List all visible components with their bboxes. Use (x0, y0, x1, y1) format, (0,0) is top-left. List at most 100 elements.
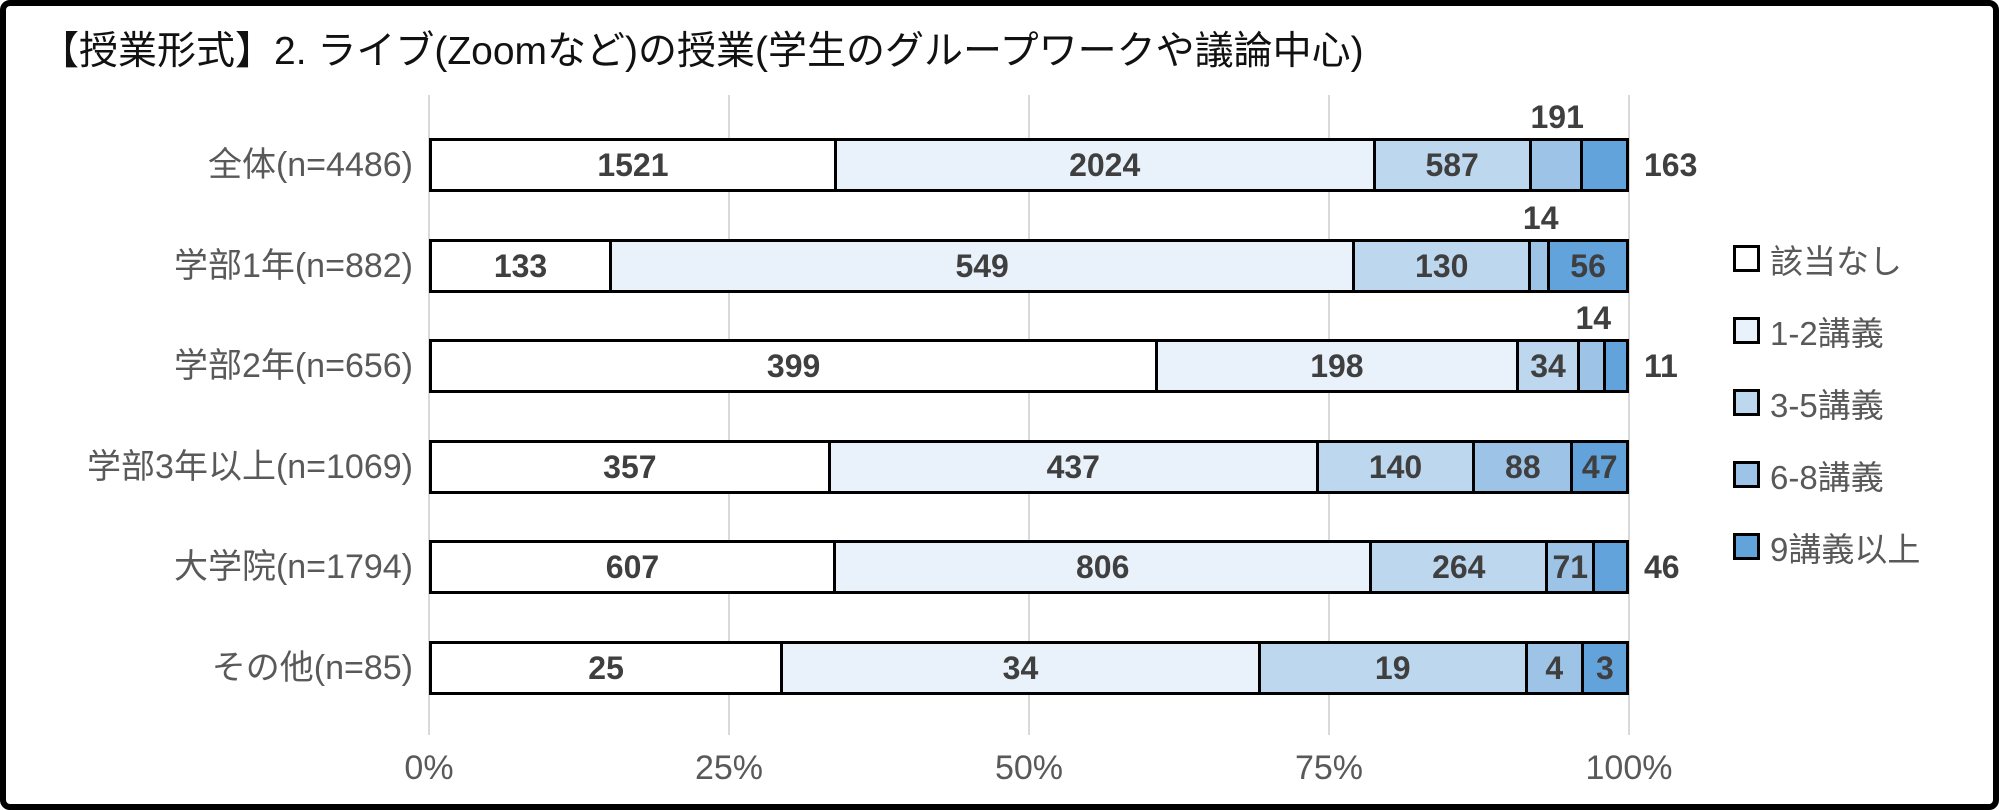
value-label: 806 (1076, 549, 1130, 585)
value-label: 88 (1505, 449, 1541, 485)
value-label-above: 14 (1522, 200, 1559, 236)
gridline-0pct (428, 95, 430, 735)
value-label: 71 (1552, 549, 1589, 585)
segment-series1-row3: 437 (830, 443, 1319, 491)
value-label-outside: 46 (1644, 549, 1680, 585)
legend-item-0: 該当なし (1733, 243, 1920, 280)
value-label-above: 14 (1575, 300, 1612, 336)
value-label: 1521 (597, 147, 669, 183)
gridline-100pct (1628, 95, 1630, 735)
value-label: 549 (955, 248, 1009, 284)
segment-series3-row3: 88 (1475, 443, 1574, 491)
legend-label-4: 9講義以上 (1770, 530, 1921, 568)
category-label: 学部2年(n=656) (173, 347, 413, 385)
segment-series2-row3: 140 (1318, 443, 1476, 491)
plot-area: 0% 25% 50% 75% 100% 1521 2024 587 191 163 133 549 13… (404, 95, 1697, 787)
value-label: 25 (588, 650, 624, 686)
legend-swatch-3 (1733, 461, 1760, 488)
segment-series3-row1 (1531, 242, 1551, 290)
segment-series2-row0: 587 (1375, 141, 1532, 189)
category-label: 全体(n=4486) (207, 146, 413, 184)
legend-label-3: 6-8講義 (1770, 458, 1884, 496)
segment-series4-row2 (1605, 342, 1626, 390)
x-axis-tick-label: 0% (404, 749, 454, 787)
segment-series1-row4: 806 (835, 543, 1373, 591)
legend-label-0: 該当なし (1770, 242, 1902, 280)
legend-label-1: 1-2講義 (1770, 314, 1884, 352)
segment-series1-row5: 34 (783, 644, 1261, 692)
legend-swatch-1 (1733, 317, 1760, 344)
bar-row-4: 607 806 264 71 46 (429, 540, 1680, 594)
segment-series3-row4: 71 (1548, 543, 1596, 591)
segment-series0-row2: 399 (432, 342, 1159, 390)
legend-swatch-4 (1733, 533, 1760, 560)
segment-series2-row4: 264 (1372, 543, 1549, 591)
segment-series4-row4 (1595, 543, 1626, 591)
segment-series3-row5: 4 (1527, 644, 1584, 692)
segment-series2-row2: 34 (1518, 342, 1581, 390)
x-axis-tick-label: 100% (1585, 749, 1673, 787)
segment-series1-row2: 198 (1158, 342, 1519, 390)
segment-series3-row0 (1531, 141, 1583, 189)
category-label: 学部3年以上(n=1069) (87, 448, 413, 486)
legend-item-3: 6-8講義 (1733, 459, 1920, 496)
value-label: 4 (1545, 650, 1564, 686)
value-label: 357 (603, 449, 657, 485)
legend-item-4: 9講義以上 (1733, 531, 1920, 568)
bar-row-2: 399 198 34 14 11 (429, 300, 1678, 393)
legend: 該当なし 1-2講義 3-5講義 6-8講義 9講義以上 (1733, 243, 1920, 605)
value-label: 264 (1432, 549, 1486, 585)
gridline-75pct (1328, 95, 1330, 735)
value-label: 47 (1581, 449, 1618, 485)
x-axis-tick-label: 50% (994, 749, 1064, 787)
value-label: 3 (1596, 650, 1614, 686)
value-label: 437 (1046, 449, 1100, 485)
segment-series1-row1: 549 (612, 242, 1356, 290)
value-label: 2024 (1069, 147, 1141, 183)
category-label: その他(n=85) (211, 649, 413, 687)
gridline-50pct (1028, 95, 1030, 735)
x-axis-tick-label: 25% (694, 749, 764, 787)
value-label: 198 (1310, 348, 1364, 384)
value-label: 56 (1570, 248, 1606, 284)
segment-series3-row2 (1580, 342, 1606, 390)
value-label: 34 (1002, 650, 1039, 686)
bar-row-0: 1521 2024 587 191 163 (429, 99, 1697, 192)
value-label: 607 (605, 549, 660, 585)
value-label: 133 (493, 248, 548, 284)
value-label: 587 (1425, 147, 1479, 183)
value-label-outside: 163 (1644, 147, 1698, 183)
legend-swatch-2 (1733, 389, 1760, 416)
segment-series4-row3: 47 (1573, 443, 1626, 491)
segment-series2-row1: 130 (1355, 242, 1532, 290)
legend-item-1: 1-2講義 (1733, 315, 1920, 352)
segment-series0-row5: 25 (432, 644, 784, 692)
value-label: 19 (1374, 650, 1411, 686)
gridline-25pct (728, 95, 730, 735)
segment-series4-row0 (1582, 141, 1626, 189)
value-label: 140 (1368, 449, 1423, 485)
chart-title: 【授業形式】2. ライブ(Zoomなど)の授業(学生のグループワークや議論中心) (40, 30, 1364, 73)
legend-swatch-0 (1733, 245, 1760, 272)
bar-row-5: 25 34 19 4 3 (429, 641, 1629, 695)
x-axis-tick-label: 75% (1294, 749, 1364, 787)
value-label: 130 (1415, 248, 1469, 284)
category-label: 大学院(n=1794) (173, 548, 413, 586)
segment-series0-row4: 607 (432, 543, 836, 591)
bar-row-1: 133 549 130 14 56 (429, 200, 1629, 293)
category-label: 学部1年(n=882) (173, 247, 413, 285)
segment-series4-row5: 3 (1583, 644, 1626, 692)
legend-label-2: 3-5講義 (1770, 386, 1884, 424)
value-label-above: 191 (1530, 99, 1584, 135)
segment-series4-row1: 56 (1550, 242, 1626, 290)
value-label: 34 (1530, 348, 1566, 384)
bar-row-3: 357 437 140 88 47 (429, 440, 1629, 494)
legend-item-2: 3-5講義 (1733, 387, 1920, 424)
value-label: 399 (766, 348, 821, 384)
segment-series0-row0: 1521 (432, 141, 837, 189)
segment-series2-row5: 19 (1260, 644, 1528, 692)
segment-series1-row0: 2024 (836, 141, 1376, 189)
value-label-outside: 11 (1644, 348, 1678, 384)
segment-series0-row3: 357 (432, 443, 831, 491)
